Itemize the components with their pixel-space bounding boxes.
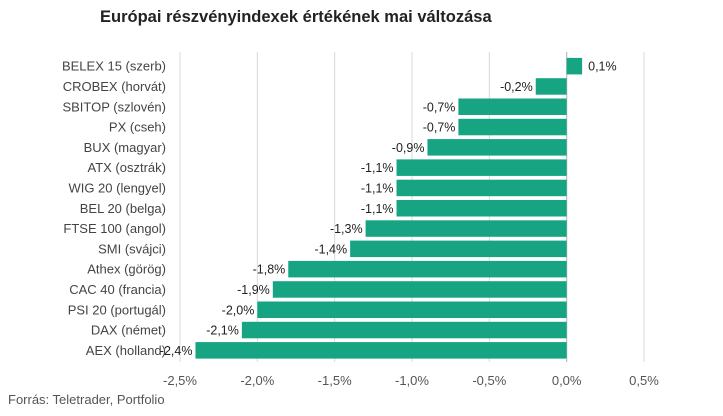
- bar: [241, 321, 567, 339]
- bar: [195, 342, 567, 359]
- x-tick-label: -1,5%: [318, 373, 352, 388]
- bar: [458, 98, 567, 115]
- category-label: PX (cseh): [109, 120, 166, 135]
- category-label: SMI (svájci): [98, 241, 166, 256]
- value-label: 0,1%: [588, 60, 617, 74]
- category-label: AEX (holland): [86, 343, 166, 358]
- x-tick-label: 0,0%: [552, 373, 582, 388]
- value-label: -2,1%: [206, 324, 239, 338]
- bar: [458, 118, 567, 136]
- x-tick-label: -2,5%: [163, 373, 197, 388]
- x-tick-label: -2,0%: [240, 373, 274, 388]
- bar: [257, 301, 567, 318]
- labels: BELEX 15 (szerb) 0,1% CROBEX (horvát) -0,2%…: [62, 59, 617, 358]
- category-label: ATX (osztrák): [88, 160, 167, 175]
- value-label: -1,1%: [361, 202, 394, 216]
- value-label: -0,7%: [423, 100, 456, 114]
- bar: [350, 240, 567, 258]
- value-label: -1,1%: [361, 181, 394, 195]
- bar: [535, 78, 567, 95]
- category-label: FTSE 100 (angol): [63, 221, 166, 236]
- value-label: -1,3%: [330, 222, 363, 236]
- x-tick-label: -0,5%: [472, 373, 506, 388]
- bar: [427, 139, 567, 156]
- value-label: -0,9%: [392, 141, 425, 155]
- bar: [396, 200, 567, 217]
- source-note: Forrás: Teletrader, Portfolio: [8, 392, 165, 407]
- x-tick-label: -1,0%: [395, 373, 429, 388]
- category-label: Athex (görög): [87, 262, 166, 277]
- bar: [272, 281, 567, 298]
- bar: [566, 57, 583, 75]
- category-label: BEL 20 (belga): [80, 201, 166, 216]
- category-label: CROBEX (horvát): [63, 79, 166, 94]
- value-label: -0,7%: [423, 121, 456, 135]
- value-label: -1,4%: [314, 242, 347, 256]
- category-label: SBITOP (szlovén): [62, 99, 166, 114]
- value-label: -0,2%: [500, 80, 533, 94]
- category-label: DAX (német): [91, 323, 166, 338]
- value-label: -1,1%: [361, 161, 394, 175]
- value-label: -2,4%: [160, 344, 193, 358]
- bar: [396, 179, 567, 197]
- category-label: BELEX 15 (szerb): [62, 59, 166, 74]
- value-label: -2,0%: [222, 303, 255, 317]
- bar: [288, 260, 567, 278]
- x-tick-label: 0,5%: [629, 373, 659, 388]
- category-label: CAC 40 (francia): [69, 282, 166, 297]
- bar: [396, 159, 567, 176]
- bars: [195, 57, 583, 359]
- category-label: PSI 20 (portugál): [68, 302, 166, 317]
- x-axis-ticks: -2,5% -2,0% -1,5% -1,0% -0,5% 0,0% 0,5%: [163, 373, 659, 388]
- value-label: -1,8%: [253, 263, 286, 277]
- category-label: WIG 20 (lengyel): [68, 180, 166, 195]
- value-label: -1,9%: [237, 283, 270, 297]
- chart-title: Európai részvényindexek értékének mai vá…: [100, 8, 492, 26]
- category-label: BUX (magyar): [84, 140, 166, 155]
- bar: [365, 220, 567, 237]
